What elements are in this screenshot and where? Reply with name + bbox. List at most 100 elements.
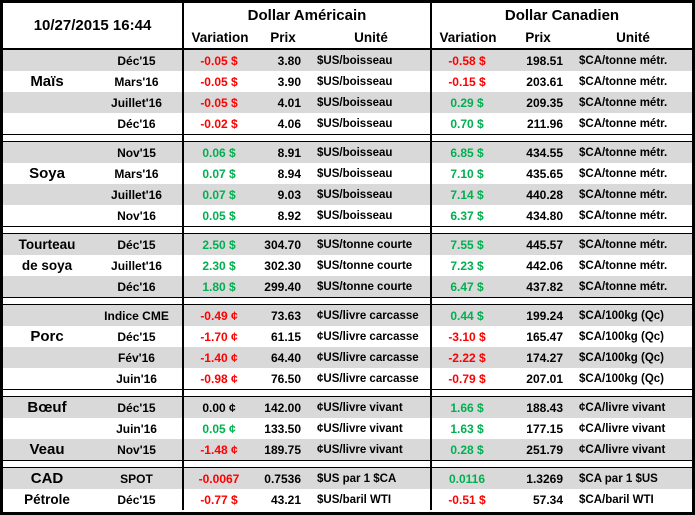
us-variation-value: -0.05 $ [182, 71, 254, 92]
ca-variation-value: 7.55 $ [430, 234, 502, 255]
us-prix-value: 8.91 [277, 145, 301, 160]
contract-month: Déc'15 [117, 237, 156, 252]
us-variation-col-header: Variation [191, 30, 249, 45]
ca-variation-value: 6.47 $ [430, 276, 502, 297]
commodity-label [3, 184, 91, 205]
us-unite-label: ¢US/livre vivant [317, 422, 403, 435]
commodity-label [3, 113, 91, 134]
ca-unite-label: $CA/100kg (Qc) [579, 330, 665, 343]
ca-variation-value: 0.0116 [430, 468, 502, 489]
ca-unite-label: ¢CA/livre vivant [579, 443, 666, 456]
ca-unite-label: $CA/tonne métr. [579, 209, 668, 222]
contract-month: Déc'15 [117, 400, 156, 415]
us-variation-value: -0.05 $ [182, 50, 254, 71]
commodity-label: Veau [29, 441, 65, 458]
ca-prix-value: 211.96 [526, 116, 563, 131]
commodity-label [3, 205, 91, 226]
us-unite-label: ¢US/livre carcasse [317, 372, 419, 385]
contract-month: Déc'15 [117, 492, 156, 507]
us-prix-value: 8.92 [277, 208, 301, 223]
ca-unite-label: ¢CA/livre vivant [579, 422, 666, 435]
commodity-label [3, 142, 91, 163]
us-variation-value: -1.40 ¢ [182, 347, 254, 368]
contract-month: Mars'16 [114, 166, 159, 181]
us-variation-value: 0.06 $ [182, 142, 254, 163]
us-prix-value: 189.75 [264, 442, 301, 457]
us-variation-value: -0.98 ¢ [182, 368, 254, 389]
ca-prix-value: 198.51 [526, 53, 563, 68]
contract-month: Fév'16 [118, 350, 155, 365]
ca-unite-label: $CA/tonne métr. [579, 280, 668, 293]
separator-left-segment [3, 461, 182, 467]
us-variation-value: 0.05 ¢ [182, 418, 254, 439]
us-unite-label: $US/tonne courte [317, 280, 413, 293]
ca-variation-value: 0.44 $ [430, 305, 502, 326]
ca-prix-value: 177.15 [526, 421, 563, 436]
table-header: 10/27/2015 16:44 Dollar Américain Dollar… [3, 3, 692, 50]
ca-prix-value: 188.43 [526, 400, 563, 415]
contract-month: Juin'16 [116, 371, 157, 386]
ca-prix-value: 174.27 [526, 350, 563, 365]
separator-left-segment [3, 227, 182, 233]
us-unite-label: $US/boisseau [317, 146, 393, 159]
group-separator [3, 389, 692, 397]
contract-month: Juillet'16 [111, 95, 162, 110]
ca-variation-value: -0.79 $ [430, 368, 502, 389]
us-unite-label: $US/baril WTI [317, 493, 392, 506]
us-unite-label: $US/tonne courte [317, 238, 413, 251]
ca-variation-value: -0.51 $ [430, 489, 502, 510]
ca-variation-value: 6.85 $ [430, 142, 502, 163]
group-separator [3, 226, 692, 234]
table-row: Pétrole Déc'15 -0.77 $ 43.21 $US/baril W… [3, 489, 692, 510]
separator-us-segment [182, 135, 430, 141]
us-prix-value: 302.30 [264, 258, 301, 273]
contract-month: Déc'16 [117, 116, 156, 131]
ca-prix-value: 203.61 [526, 74, 563, 89]
separator-ca-segment [430, 135, 692, 141]
us-variation-value: -0.77 $ [182, 489, 254, 510]
ca-variation-value: 0.29 $ [430, 92, 502, 113]
us-unite-label: $US par 1 $CA [317, 472, 397, 485]
commodity-label: Bœuf [27, 399, 67, 416]
us-unite-label: ¢US/livre vivant [317, 443, 403, 456]
us-prix-value: 4.01 [277, 95, 301, 110]
us-unite-label: $US/boisseau [317, 117, 393, 130]
us-unite-label: ¢US/livre carcasse [317, 309, 419, 322]
group-separator [3, 134, 692, 142]
us-unite-label: ¢US/livre carcasse [317, 330, 419, 343]
contract-month: Mars'16 [114, 74, 159, 89]
ca-variation-value: -3.10 $ [430, 326, 502, 347]
ca-prix-value: 207.01 [526, 371, 563, 386]
separator-ca-segment [430, 461, 692, 467]
table-body: Déc'15 -0.05 $ 3.80 $US/boisseau -0.58 $… [3, 50, 692, 510]
us-unite-label: $US/tonne courte [317, 259, 413, 272]
commodity-label: CAD [30, 470, 64, 487]
us-prix-value: 0.7536 [264, 471, 301, 486]
separator-left-segment [3, 298, 182, 304]
us-unite-label: ¢US/livre carcasse [317, 351, 419, 364]
ca-prix-value: 209.35 [526, 95, 563, 110]
commodity-label [3, 276, 91, 297]
ca-unite-label: ¢CA/livre vivant [579, 401, 666, 414]
us-prix-value: 304.70 [264, 237, 301, 252]
commodity-label: Maïs [30, 73, 64, 90]
table-row: Maïs Mars'16 -0.05 $ 3.90 $US/boisseau -… [3, 71, 692, 92]
ca-unite-label: $CA/tonne métr. [579, 75, 668, 88]
table-row: Nov'16 0.05 $ 8.92 $US/boisseau 6.37 $ 4… [3, 205, 692, 226]
table-row: Déc'15 -0.05 $ 3.80 $US/boisseau -0.58 $… [3, 50, 692, 71]
contract-month: Déc'16 [117, 279, 156, 294]
commodity-label: Soya [29, 165, 65, 182]
commodity-label: Porc [30, 328, 64, 345]
us-unite-label: $US/boisseau [317, 96, 393, 109]
table-row: Tourteau Déc'15 2.50 $ 304.70 $US/tonne … [3, 234, 692, 255]
ca-unite-label: $CA par 1 $US [579, 472, 658, 485]
ca-variation-value: 1.63 $ [430, 418, 502, 439]
commodity-label: de soya [21, 258, 73, 273]
ca-unite-label: $CA/tonne métr. [579, 117, 668, 130]
table-row: Déc'16 -0.02 $ 4.06 $US/boisseau 0.70 $ … [3, 113, 692, 134]
us-prix-value: 133.50 [264, 421, 301, 436]
separator-ca-segment [430, 390, 692, 396]
table-row: Juin'16 0.05 ¢ 133.50 ¢US/livre vivant 1… [3, 418, 692, 439]
commodity-label [3, 347, 91, 368]
us-variation-value: -0.0067 [182, 468, 254, 489]
